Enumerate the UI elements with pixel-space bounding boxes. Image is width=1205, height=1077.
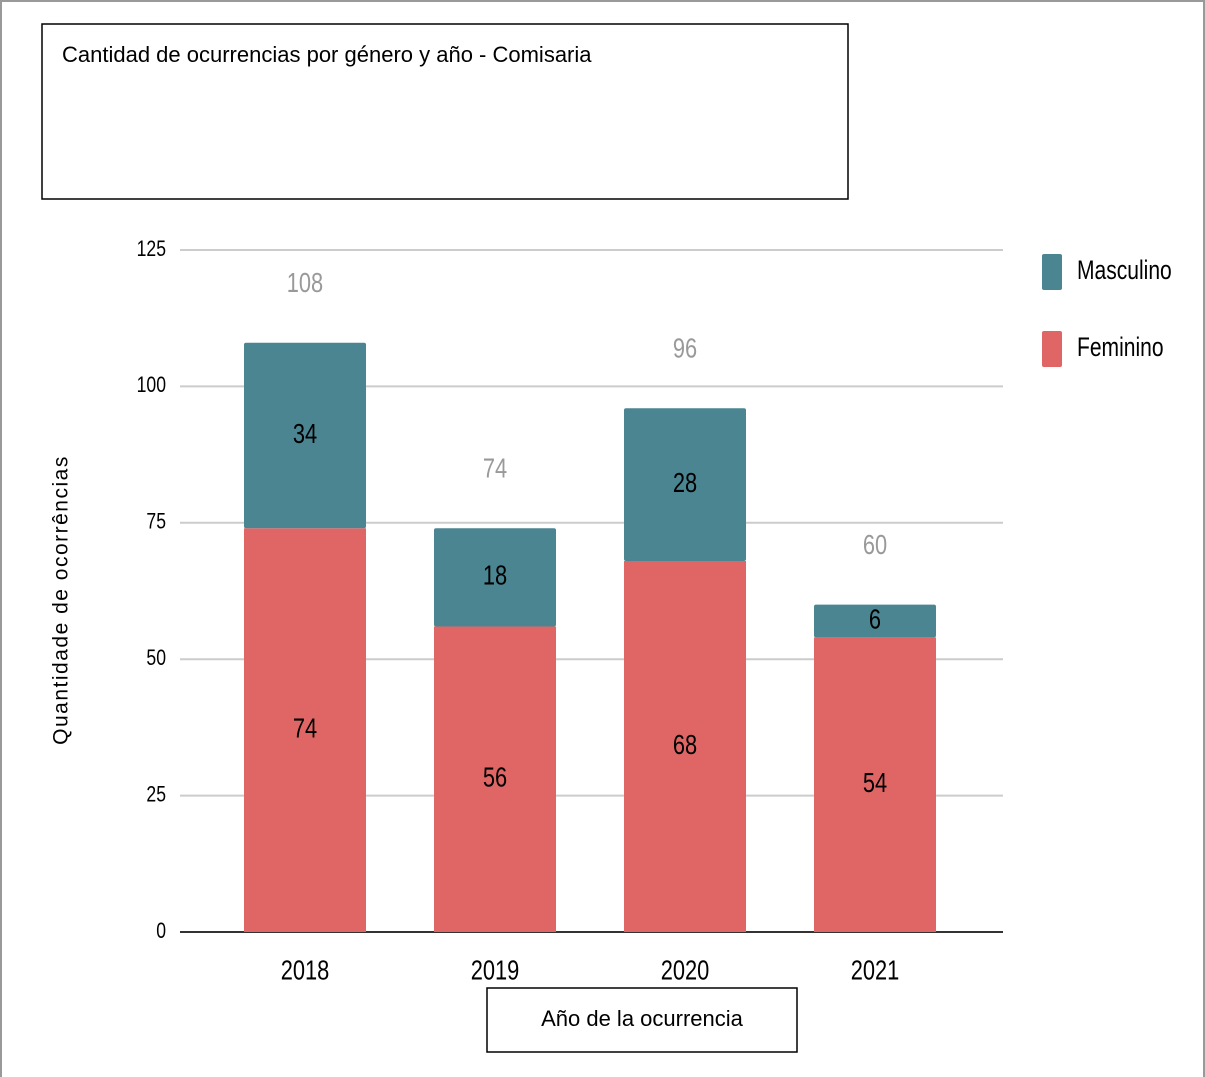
y-axis-title: Quantidade de ocorrências: [50, 455, 73, 745]
y-tick-label: 75: [146, 510, 166, 534]
bar-segment: [624, 560, 746, 932]
total-label: 96: [673, 333, 697, 364]
bar-segment: [814, 604, 936, 638]
bar-segment: [244, 342, 366, 529]
y-tick-label: 50: [146, 646, 166, 670]
y-tick-label: 125: [137, 237, 166, 261]
data-label: 54: [863, 768, 887, 799]
data-label: 56: [483, 762, 507, 793]
data-label: 28: [673, 467, 697, 498]
bar-segment: [434, 626, 556, 932]
total-label: 108: [287, 268, 323, 299]
data-label: 34: [293, 418, 317, 449]
title-box: [41, 23, 849, 200]
y-tick-label: 100: [137, 373, 166, 397]
legend-label: Feminino: [1077, 333, 1164, 363]
x-tick-label: 2020: [661, 955, 710, 986]
y-tick-label: 0: [156, 919, 166, 943]
x-tick-label: 2019: [471, 955, 520, 986]
bar-segment: [434, 528, 556, 627]
legend-label: Masculino: [1077, 256, 1172, 286]
x-axis-title: Año de la ocurrencia: [541, 1006, 744, 1031]
x-tick-label: 2021: [851, 955, 900, 986]
bar-segment: [624, 408, 746, 561]
chart-title: Cantidad de ocurrencias por género y año…: [62, 42, 592, 67]
legend-swatch: [1042, 254, 1062, 290]
y-tick-label: 25: [146, 783, 166, 807]
legend-swatch: [1042, 331, 1062, 367]
total-label: 60: [863, 529, 887, 560]
x-tick-label: 2018: [281, 955, 330, 986]
data-label: 6: [869, 604, 881, 635]
bar-segment: [244, 528, 366, 932]
data-label: 18: [483, 560, 507, 591]
total-label: 74: [483, 453, 507, 484]
data-label: 68: [673, 729, 697, 760]
x-title-box: [486, 987, 798, 1053]
data-label: 74: [293, 713, 317, 744]
bar-segment: [814, 637, 936, 932]
